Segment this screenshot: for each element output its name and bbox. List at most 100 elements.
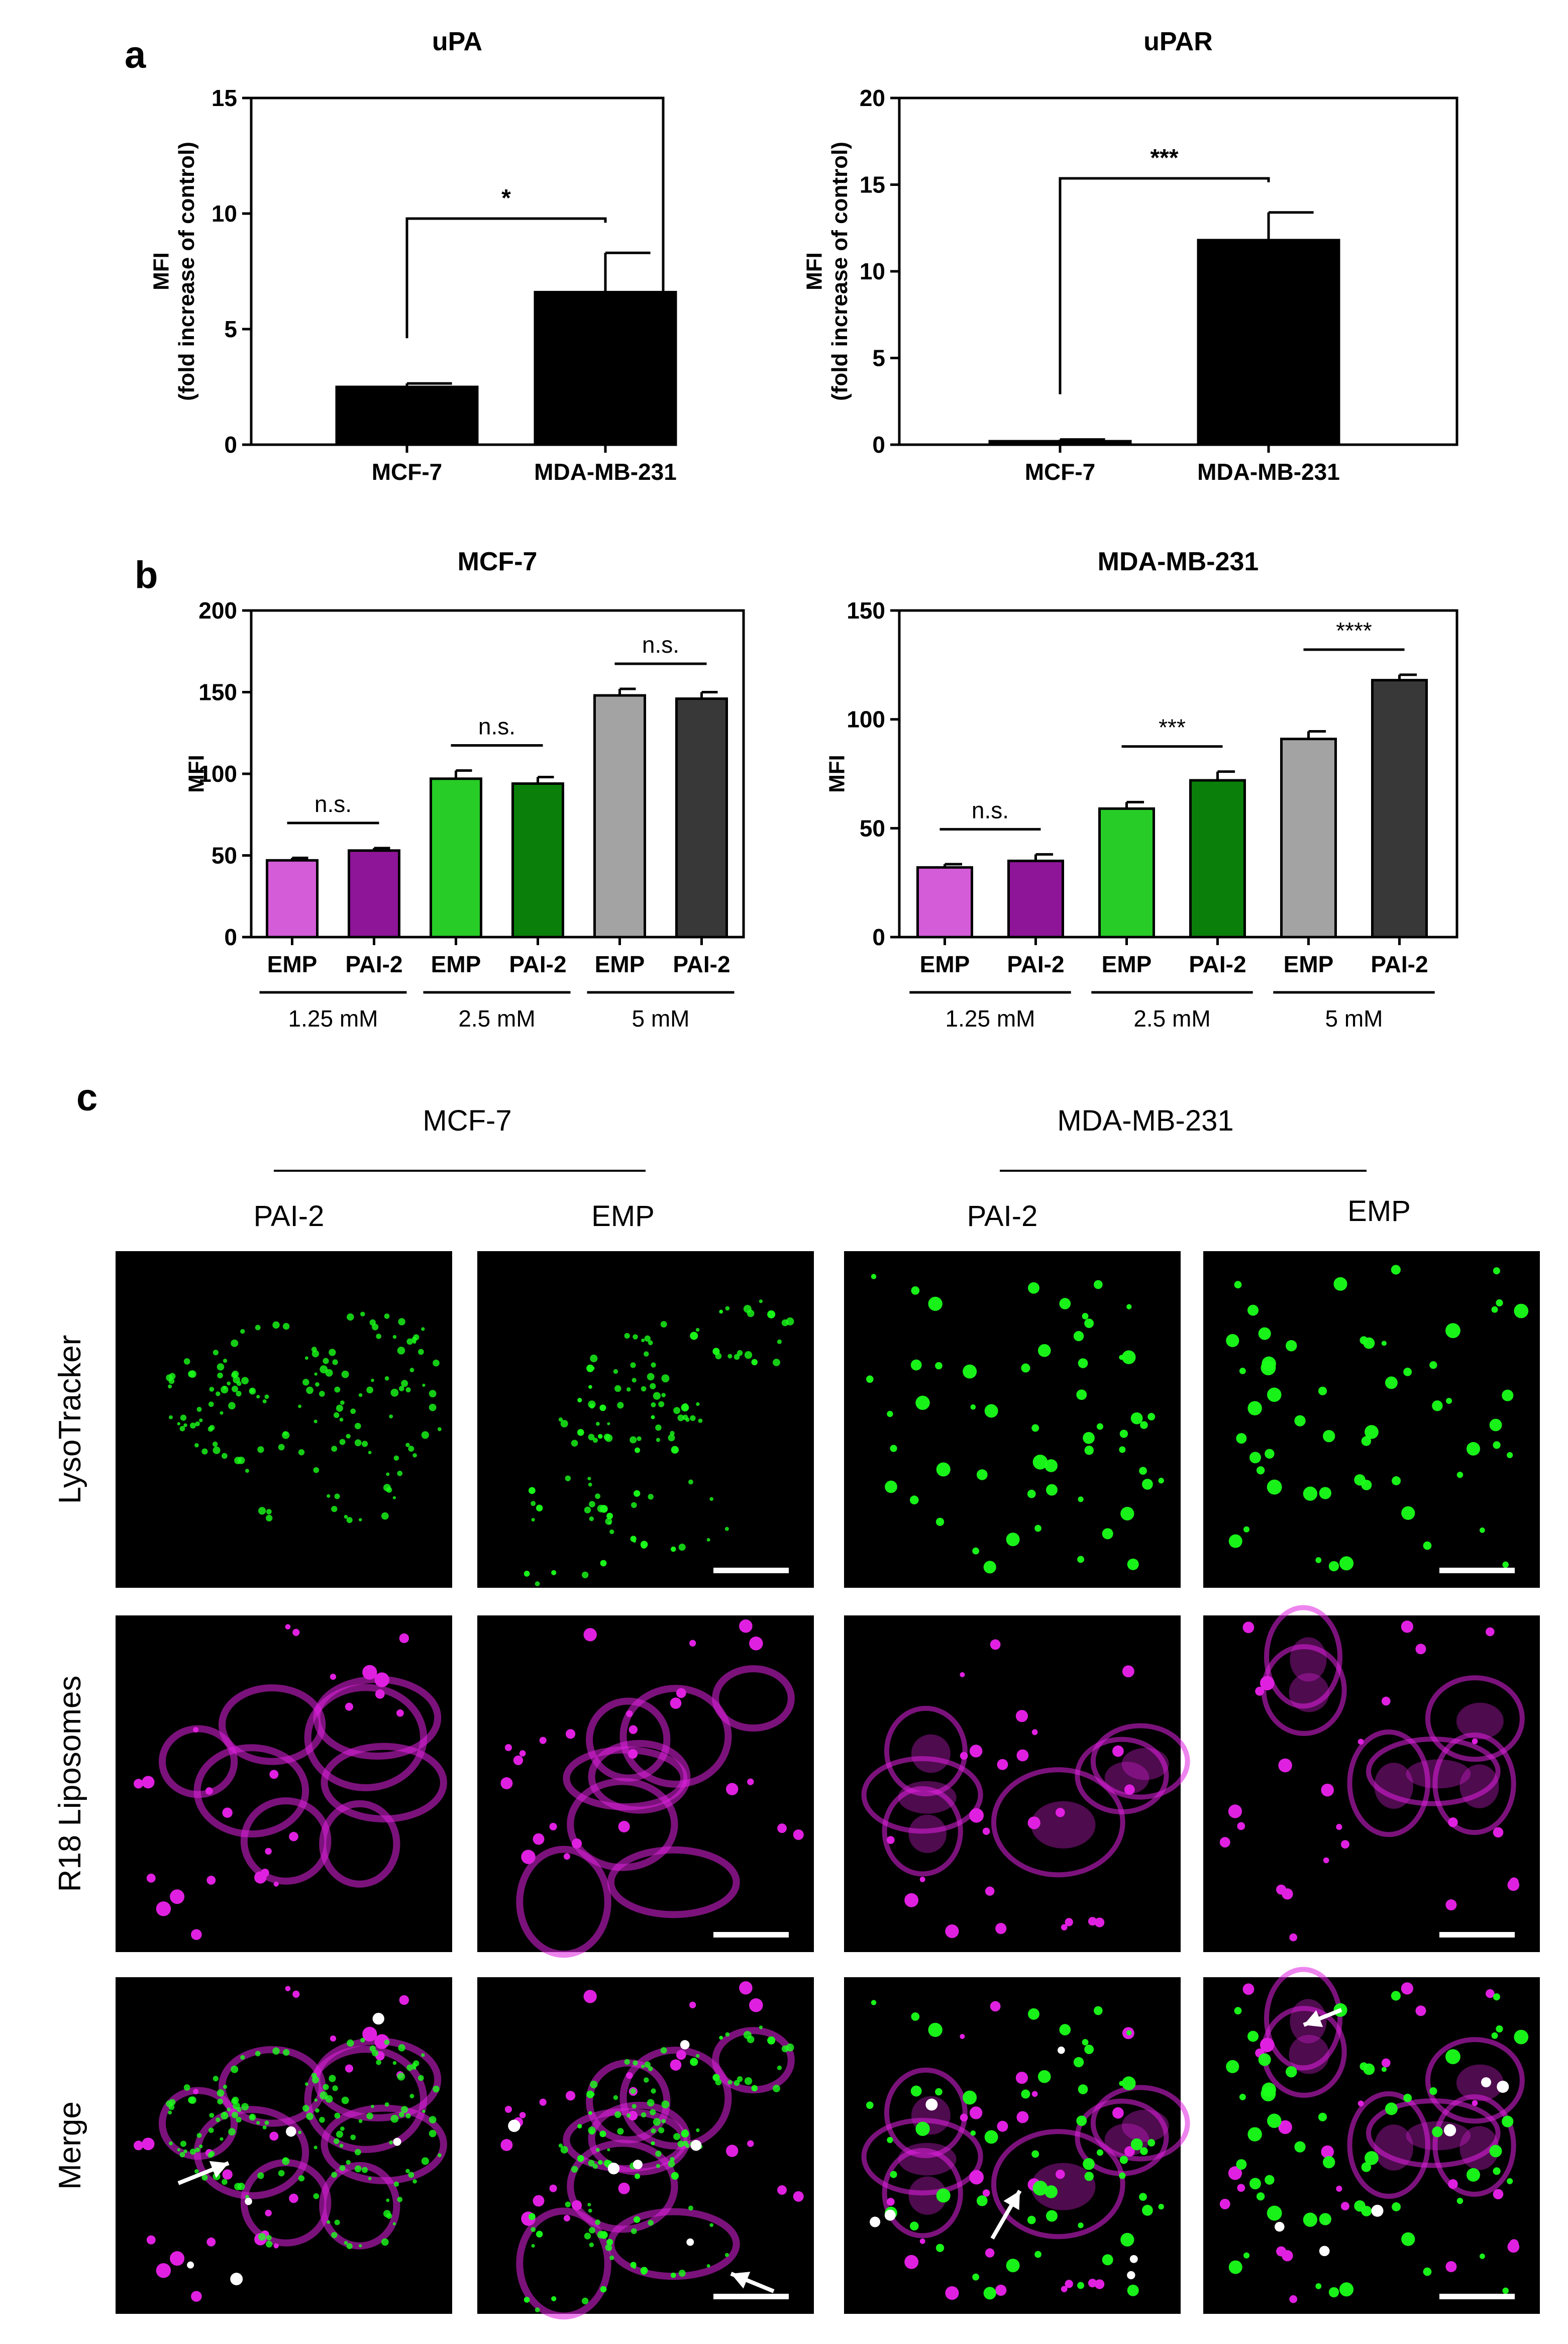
lysotracker-dot [677, 1414, 684, 1421]
liposome-dot [500, 1777, 513, 1789]
lysotracker-dot [1006, 2259, 1020, 2273]
liposome-dot [265, 1848, 272, 1855]
lysotracker-dot [237, 2182, 245, 2190]
lysotracker-dot [331, 2231, 338, 2238]
x-tick-label: PAI-2 [345, 951, 402, 977]
liposome-dot [1341, 1840, 1349, 1849]
lysotracker-dot [588, 1482, 592, 1487]
lysotracker-dot [397, 2197, 403, 2202]
liposome-dot [142, 2137, 155, 2151]
liposome-dot [1094, 1917, 1105, 1927]
lysotracker-dot [249, 1387, 256, 1395]
lysotracker-dot [1491, 1306, 1498, 1313]
lysotracker-dot [743, 2030, 752, 2039]
lysotracker-dot [536, 2230, 543, 2238]
liposome-dot [1336, 2185, 1342, 2192]
liposome-dot [1445, 1899, 1457, 1911]
lysotracker-dot [1102, 1528, 1113, 1540]
colocalization-dot [230, 2273, 243, 2286]
liposome-dot [969, 2106, 983, 2119]
lysotracker-dot [1147, 1413, 1156, 1420]
lysotracker-dot [209, 1386, 215, 1392]
lysotracker-dot [1084, 2172, 1094, 2181]
lysotracker-dot [188, 1370, 196, 1378]
liposome-dot [995, 1922, 1007, 1934]
lysotracker-dot [1028, 2008, 1039, 2020]
colocalization-dot [680, 2040, 690, 2050]
group-label: 2.5 mM [458, 1005, 535, 1032]
lysotracker-dot [589, 1501, 595, 1508]
lysotracker-dot [236, 2107, 242, 2112]
liposome-dot [997, 1759, 1008, 1770]
cell-membrane [1090, 2085, 1190, 2162]
liposome-dot [689, 1640, 696, 1647]
lysotracker-dot [1249, 1452, 1261, 1464]
lysotracker-dot [1037, 2070, 1051, 2083]
liposome-dot [504, 1744, 512, 1752]
lysotracker-dot [1363, 2063, 1375, 2075]
lysotracker-dot [588, 2111, 592, 2115]
lysotracker-dot [560, 2146, 568, 2154]
lysotracker-dot [970, 2130, 976, 2136]
cell-membrane [991, 2129, 1125, 2239]
lysotracker-dot [613, 2095, 618, 2100]
lysotracker-dot [734, 1354, 740, 1360]
lysotracker-dot [617, 2128, 624, 2135]
liposome-dot [990, 2001, 1001, 2012]
liposome-dot [285, 1986, 291, 1991]
lysotracker-dot [648, 2066, 653, 2072]
lysotracker-dot [421, 1327, 425, 1331]
y-tick-label: 50 [860, 815, 885, 841]
lysotracker-dot [584, 2232, 591, 2239]
lysotracker-dot [429, 1403, 437, 1411]
micrograph-panel [844, 1251, 1181, 1588]
lysotracker-dot [671, 2272, 676, 2278]
lysotracker-dot [227, 2107, 231, 2112]
lysotracker-dot [590, 2080, 598, 2089]
liposome-dot [1122, 1665, 1134, 1678]
x-tick-label: EMP [1102, 951, 1152, 977]
lysotracker-dot [179, 1425, 185, 1432]
lysotracker-dot [397, 1347, 405, 1355]
lysotracker-dot [1059, 1298, 1071, 1309]
lysotracker-dot [334, 1386, 341, 1393]
lysotracker-dot [871, 1274, 877, 1279]
lysotracker-dot [413, 2060, 420, 2067]
lysotracker-dot [417, 2075, 424, 2081]
y-tick-label: 5 [224, 316, 237, 342]
cell-membrane [991, 1767, 1125, 1878]
lysotracker-dot [595, 1421, 600, 1426]
lysotracker-dot [524, 2297, 530, 2303]
liposome-dot [1472, 1738, 1478, 1745]
liposome-dot [990, 1639, 1001, 1650]
lysotracker-dot [421, 1431, 429, 1439]
liposome-dot [1278, 2120, 1292, 2134]
lysotracker-dot [1077, 2282, 1084, 2289]
liposome-dot [330, 1673, 337, 1680]
lysotracker-dot [223, 2085, 228, 2089]
lysotracker-dot [282, 2157, 290, 2165]
liposome-dot [193, 2089, 199, 2094]
lysotracker-dot [264, 1394, 269, 1399]
significance-label: n.s. [642, 632, 679, 658]
lysotracker-dot [188, 2096, 196, 2104]
lysotracker-dot [240, 1329, 245, 1334]
lysotracker-dot [587, 1477, 591, 1481]
lysotracker-dot [1021, 2089, 1030, 2099]
x-tick-label: EMP [920, 951, 970, 977]
lysotracker-dot [1502, 1561, 1509, 1568]
cell-membrane [712, 1665, 795, 1732]
lysotracker-dot [1429, 1361, 1437, 1369]
lysotracker-dot [1333, 1277, 1347, 1291]
lysotracker-dot [633, 1334, 638, 1340]
y-tick-label: 5 [872, 345, 885, 371]
lysotracker-dot [245, 1469, 250, 1473]
bar [1197, 239, 1340, 446]
y-tick-label: 15 [212, 85, 237, 111]
chart-title: MDA-MB-231 [1098, 547, 1259, 576]
lysotracker-dot [189, 1422, 196, 1429]
lysotracker-dot [551, 1570, 557, 1575]
lysotracker-dot [600, 1560, 607, 1567]
liposome-dot [628, 2110, 638, 2121]
lysotracker-dot [577, 2155, 584, 2162]
